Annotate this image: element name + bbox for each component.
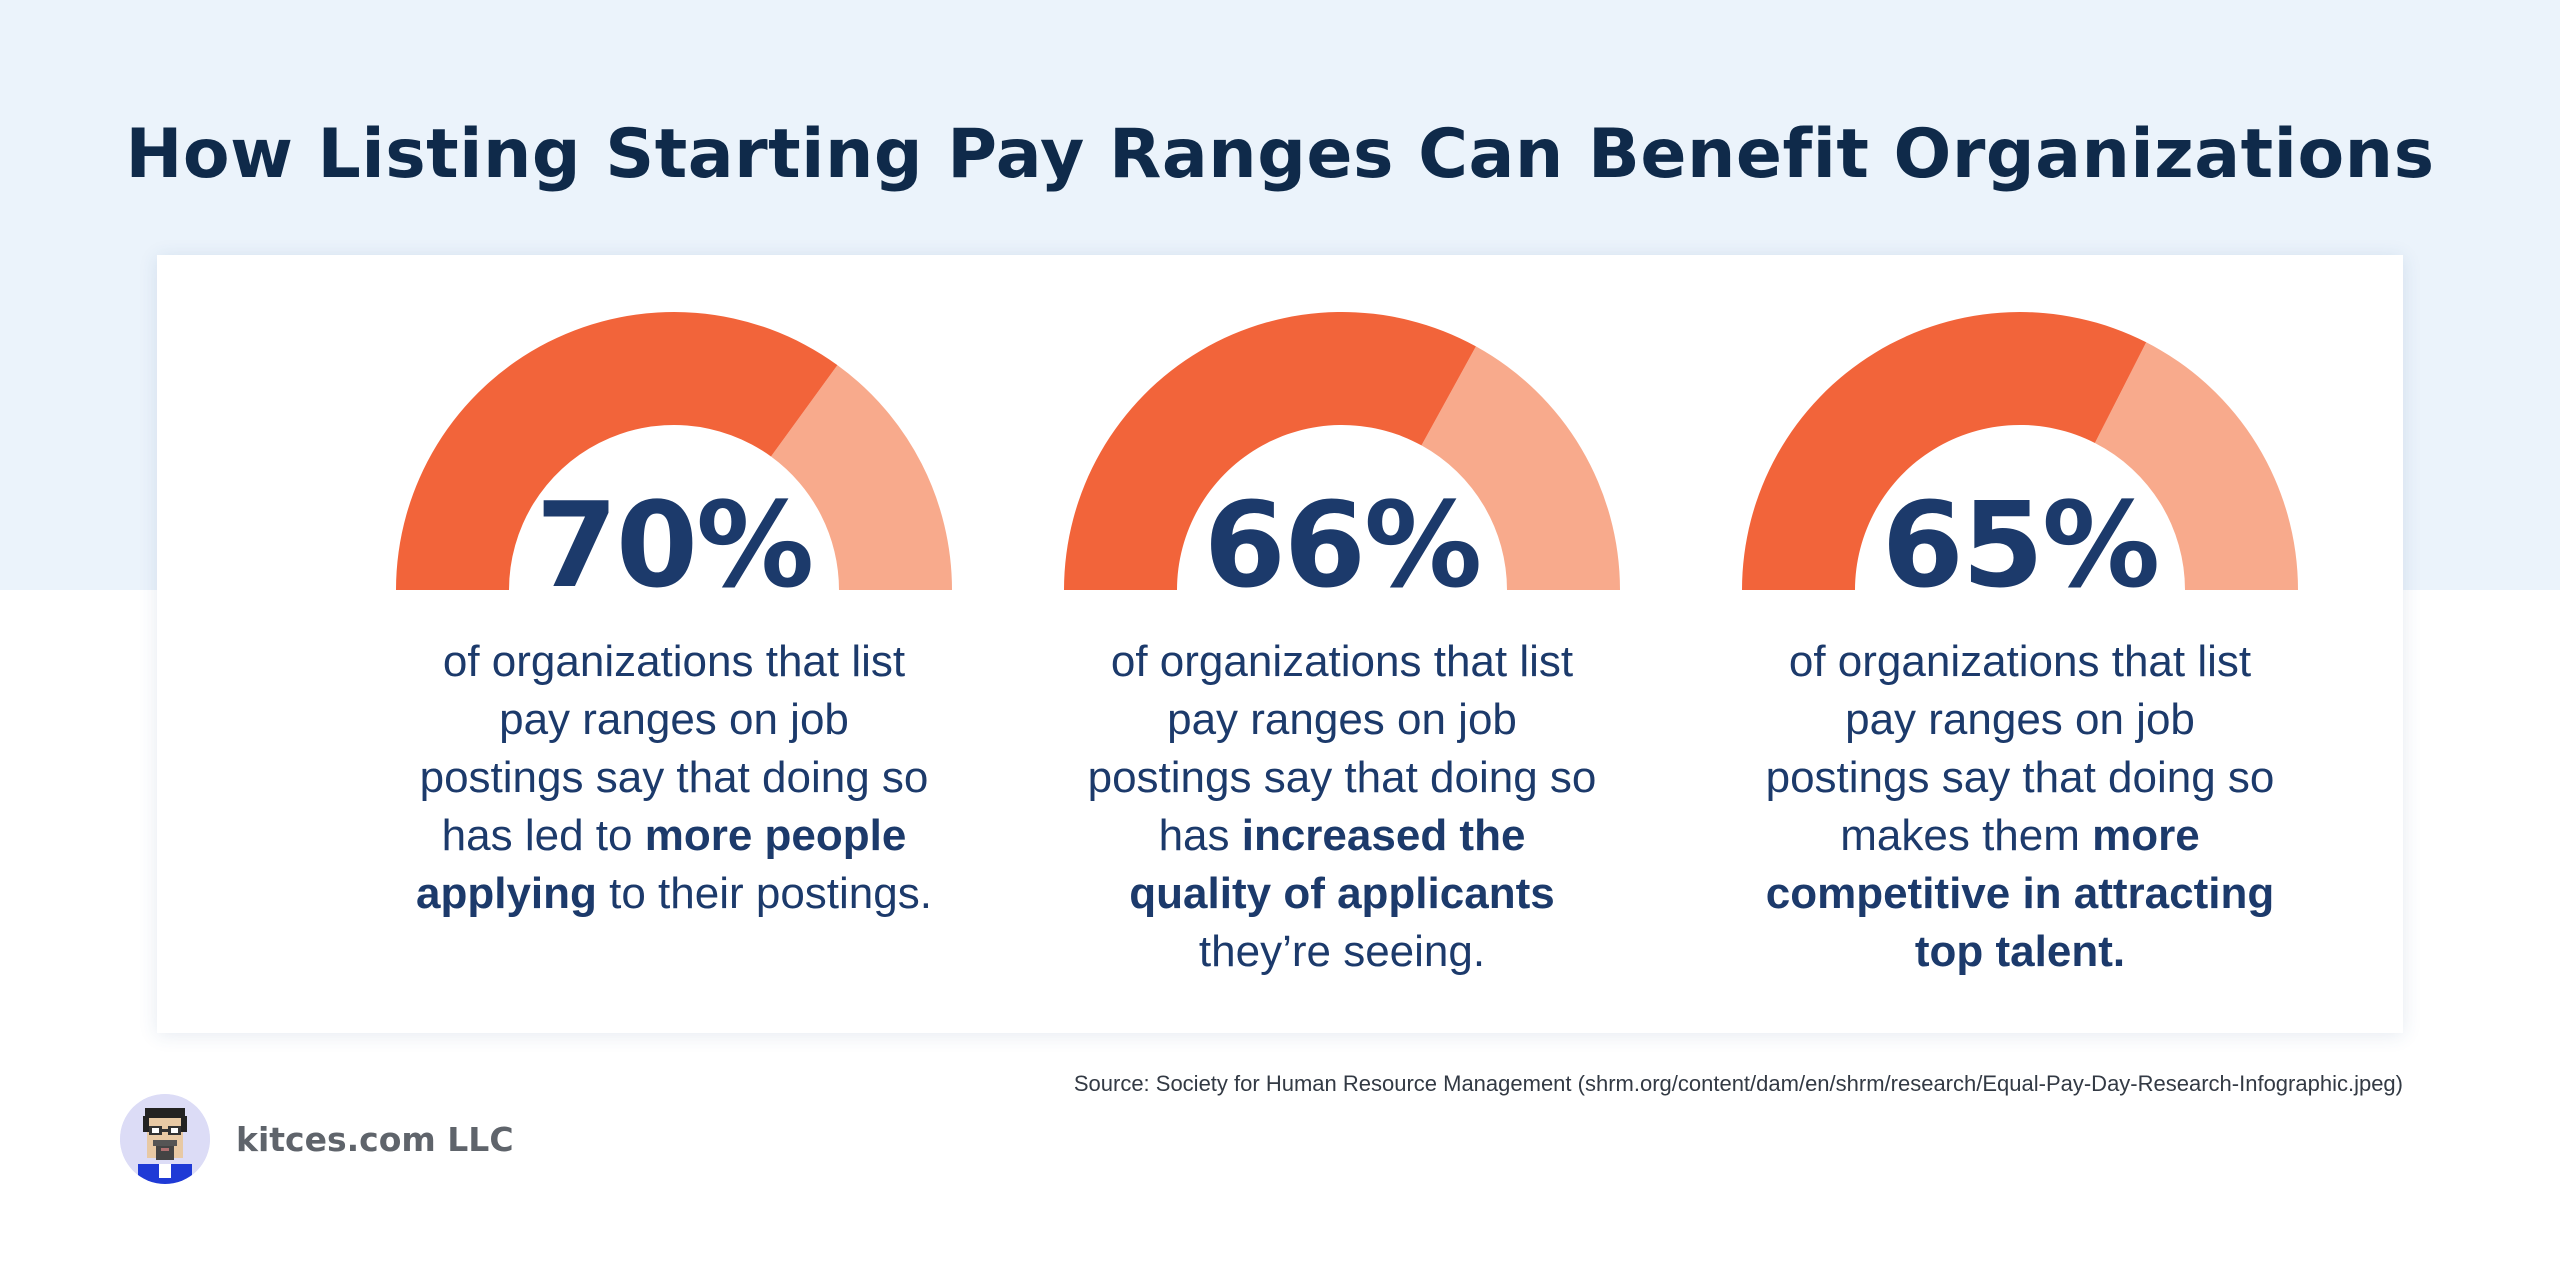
- gauge-chart: [1742, 312, 2298, 590]
- stats-card: 70% of organizations that list pay range…: [157, 255, 2403, 1033]
- gauge-2: [1002, 255, 1682, 595]
- page-title: How Listing Starting Pay Ranges Can Bene…: [125, 115, 2435, 194]
- gauge-3: [1680, 255, 2360, 595]
- gauge-remaining-arc: [770, 365, 952, 590]
- gauge-filled-arc: [1064, 311, 1476, 590]
- gauge-chart: [1064, 311, 1620, 590]
- gauge-filled-arc: [1742, 312, 2147, 590]
- stat-description-3: of organizations that list pay ranges on…: [1760, 633, 2280, 981]
- brand-name: kitces.com LLC: [236, 1119, 514, 1159]
- stat-value-3: 65%: [1881, 476, 2160, 614]
- gauge-chart: [396, 311, 952, 590]
- gauge-filled-arc: [396, 311, 838, 590]
- source-note: Source: Society for Human Resource Manag…: [1073, 1071, 2403, 1096]
- gauge-1: [334, 255, 1014, 595]
- gauge-remaining-arc: [1421, 346, 1620, 590]
- stat-value-1: 70%: [535, 476, 814, 614]
- stat-value-2: 66%: [1203, 476, 1482, 614]
- stat-description-2: of organizations that list pay ranges on…: [1082, 633, 1602, 981]
- gauge-remaining-arc: [2094, 342, 2298, 590]
- brand: kitces.com LLC: [120, 1094, 514, 1184]
- stat-description-tail: to their postings.: [596, 869, 932, 918]
- stat-description-lead: of organizations that list pay ranges on…: [419, 637, 929, 860]
- stat-description-1: of organizations that list pay ranges on…: [414, 633, 934, 923]
- pixel-avatar-icon: [120, 1094, 210, 1184]
- stat-description-lead: of organizations that list pay ranges on…: [1087, 637, 1597, 860]
- stat-description-emphasis: increased the quality of applicants: [1129, 811, 1555, 918]
- stat-description-emphasis: more people applying: [416, 811, 907, 918]
- avatar: [120, 1094, 210, 1184]
- stat-description-emphasis: more competitive in attracting top talen…: [1765, 811, 2275, 976]
- stat-description-tail: they’re seeing.: [1198, 927, 1486, 976]
- stat-description-lead: of organizations that list pay ranges on…: [1765, 637, 2275, 860]
